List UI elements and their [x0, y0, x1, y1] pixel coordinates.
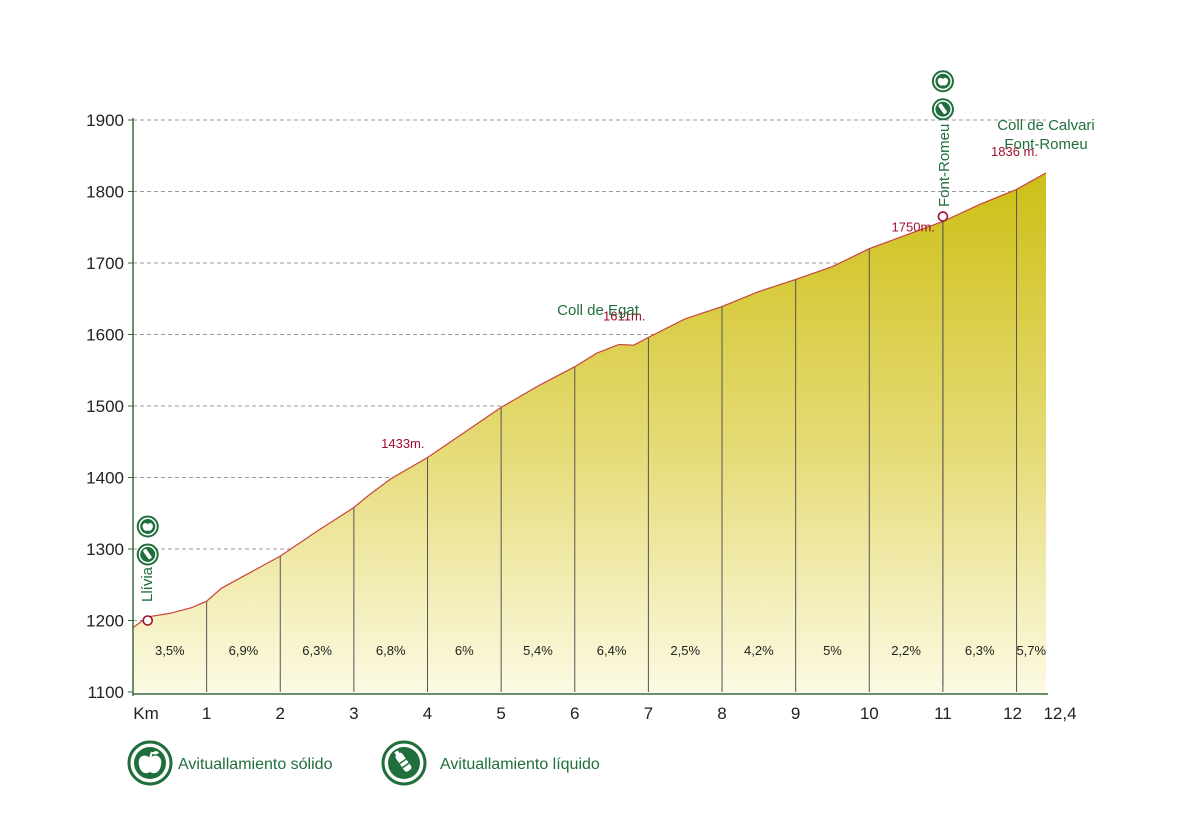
place-label-start: Llívia — [139, 566, 156, 602]
grade-label: 4,2% — [744, 643, 774, 658]
x-tick-label: 9 — [791, 704, 800, 723]
grade-labels: 3,5% 6,9% 6,3% 6,8% 6% 5,4% 6,4% 2,5% 4,2% 5% 2,2%… — [155, 643, 1047, 658]
waypoints — [136, 70, 954, 686]
x-tick-label: 8 — [717, 704, 726, 723]
bottle-icon — [931, 98, 954, 121]
x-tick-label: 7 — [644, 704, 653, 723]
grade-label: 2,5% — [670, 643, 700, 658]
elevation-label: 1433m. — [381, 436, 424, 451]
y-tick-label: 1400 — [86, 469, 124, 488]
place-label-font-romeu-vertical: Font-Romeu — [936, 124, 953, 207]
apple-icon — [136, 515, 159, 538]
x-tick-label: 12,4 — [1043, 704, 1076, 723]
x-tick-label: 6 — [570, 704, 579, 723]
y-tick-label: 1600 — [86, 326, 124, 345]
x-axis-label: Km — [133, 704, 159, 723]
x-tick-label: 3 — [349, 704, 358, 723]
x-tick-label: 4 — [423, 704, 432, 723]
axes — [132, 118, 1048, 696]
elevation-labels: 1433m. 1611m. 1750m. 1836 m. — [381, 144, 1038, 451]
place-label-calvari-line1: Coll de Calvari — [997, 117, 1095, 134]
grade-label: 6,3% — [302, 643, 332, 658]
legend-label-liquid: Avituallamiento líquido — [440, 756, 600, 773]
grade-label: 2,2% — [891, 643, 921, 658]
elevation-label: 1611m. — [603, 309, 645, 324]
legend-label-solid: Avituallamiento sólido — [178, 756, 333, 773]
y-tick-label: 1900 — [86, 111, 124, 130]
grade-label: 6,4% — [597, 643, 627, 658]
bottle-icon — [381, 740, 427, 786]
apple-icon — [931, 70, 954, 93]
grade-label: 3,5% — [155, 643, 185, 658]
x-tick-label: 12 — [1003, 704, 1022, 723]
grade-label: 5,4% — [523, 643, 553, 658]
icon-glyph — [938, 103, 947, 115]
grade-label: 5,7% — [1016, 643, 1046, 658]
icon-glyph — [142, 523, 153, 531]
waypoint-marker — [142, 615, 154, 626]
legend: Avituallamiento sólido Avituallamiento l… — [127, 740, 600, 786]
y-tick-label: 1800 — [86, 183, 124, 202]
y-tick-label: 1700 — [86, 254, 124, 273]
apple-icon — [127, 740, 173, 786]
x-tick-label: 1 — [202, 704, 211, 723]
waypoint-marker — [937, 211, 949, 222]
grade-label: 5% — [823, 643, 842, 658]
y-tick-label: 1300 — [86, 540, 124, 559]
icon-glyph — [143, 548, 152, 560]
x-axis-ticks: 1 2 3 4 5 6 7 8 9 10 11 12 12,4 — [202, 704, 1077, 723]
y-tick-label: 1200 — [86, 612, 124, 631]
y-tick-label: 1500 — [86, 397, 124, 416]
x-tick-label: 10 — [860, 704, 879, 723]
icon-glyph — [937, 77, 949, 86]
elevation-profile-line — [132, 172, 1047, 629]
elevation-label: 1836 m. — [991, 144, 1038, 159]
y-axis-ticks: 1100 1200 1300 1400 1500 1600 1700 1800 1900 — [86, 111, 133, 702]
grade-label: 6,9% — [229, 643, 259, 658]
grade-label: 6,8% — [376, 643, 406, 658]
grade-label: 6% — [455, 643, 474, 658]
elevation-area — [133, 172, 1046, 692]
grade-label: 6,3% — [965, 643, 995, 658]
y-tick-label: 1100 — [87, 683, 124, 702]
x-tick-label: 11 — [934, 704, 952, 723]
bottle-icon — [136, 543, 159, 566]
x-tick-label: 5 — [496, 704, 505, 723]
elevation-label: 1750m. — [892, 219, 935, 234]
place-label-egat: Coll de Egat — [557, 302, 640, 319]
x-tick-label: 2 — [276, 704, 285, 723]
place-label-calvari-line2: Font-Romeu — [1004, 136, 1087, 153]
